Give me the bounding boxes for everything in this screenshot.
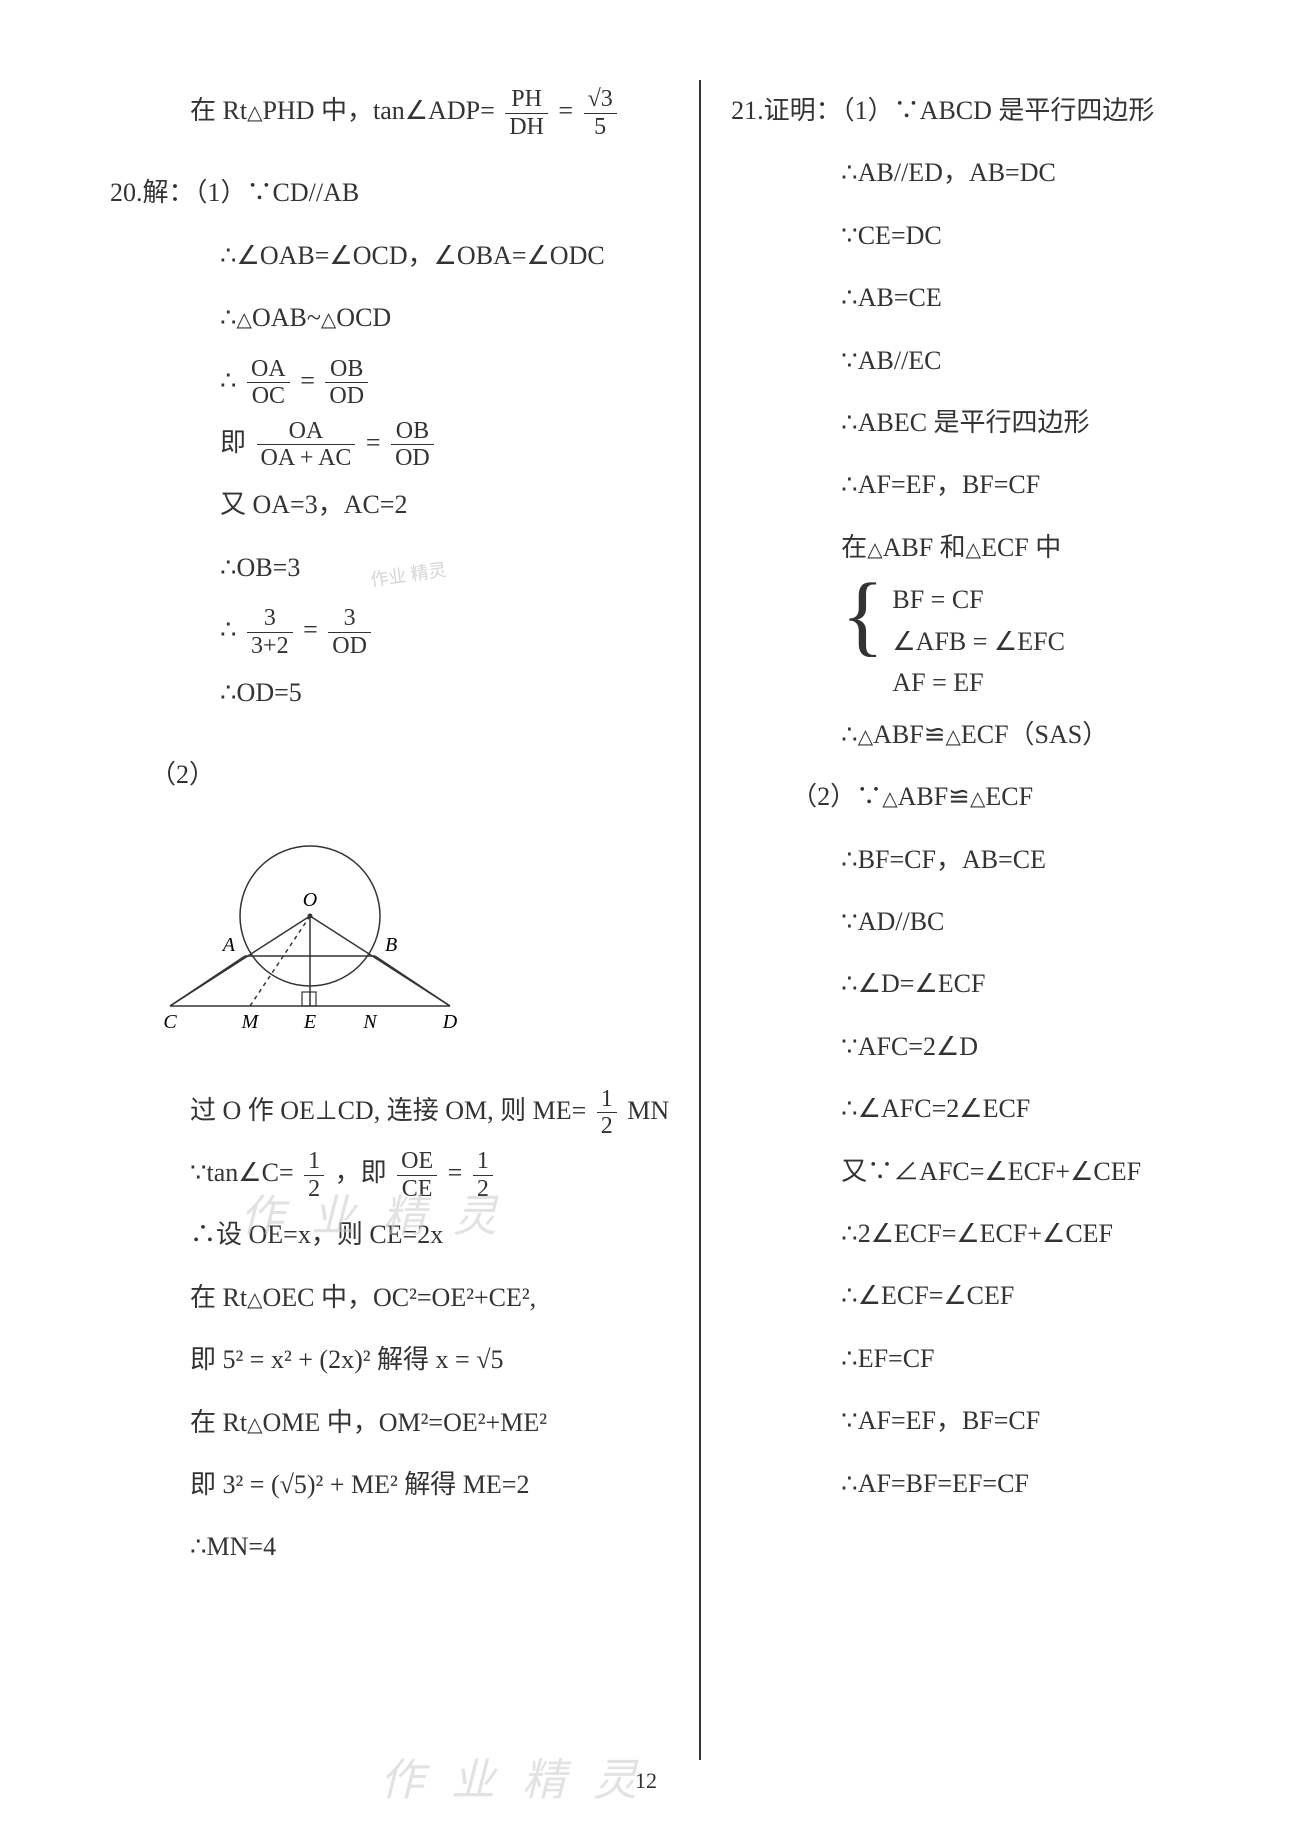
line-20b-7: 即 3² = (√5)² + ME² 解得 ME=2 <box>110 1454 669 1516</box>
r17: ∴∠ECF=∠CEF <box>731 1265 1190 1327</box>
line-20-angles: ∴∠OAB=∠OCD，∠OBA=∠ODC <box>110 225 669 287</box>
line-20-ratio3: ∴ 33+2 = 3OD <box>110 599 669 661</box>
r5: ∵AB//EC <box>731 330 1190 392</box>
cases-block: { BF = CF ∠AFB = ∠EFC AF = EF <box>731 579 1190 704</box>
r2: ∴AB//ED，AB=DC <box>731 142 1190 204</box>
line-20-od: ∴OD=5 <box>110 662 669 724</box>
label-O: O <box>303 889 317 911</box>
label-D: D <box>442 1011 458 1033</box>
r10: ∴BF=CF，AB=CE <box>731 829 1190 891</box>
line-20b-1: 过 O 作 OE⊥CD, 连接 OM, 则 ME= 12 MN <box>110 1080 669 1142</box>
label-A: A <box>221 934 236 956</box>
line-20b-5: 即 5² = x² + (2x)² 解得 x = √5 <box>110 1329 669 1391</box>
sub-2: （2） <box>110 744 669 806</box>
r7: ∴AF=EF，BF=CF <box>731 454 1190 516</box>
watermark-text-1: 作 业 精 灵 <box>240 1180 505 1244</box>
line-20b-4: 在 Rt△OEC 中，OC²=OE²+CE², <box>110 1267 669 1329</box>
r14: ∴∠AFC=2∠ECF <box>731 1078 1190 1140</box>
page: 在 Rt△PHD 中，tan∠ADP= PHDH = √35 20.解：（1）∵… <box>90 80 1210 1760</box>
label-E: E <box>303 1011 316 1033</box>
left-column: 在 Rt△PHD 中，tan∠ADP= PHDH = √35 20.解：（1）∵… <box>90 80 699 1760</box>
line-21-head: 21.证明：（1）∵ABCD 是平行四边形 <box>731 80 1190 142</box>
r4: ∴AB=CE <box>731 267 1190 329</box>
page-number: 12 <box>635 1768 657 1794</box>
label-M: M <box>241 1011 260 1033</box>
line-20-ratio1: ∴ OAOC = OBOD <box>110 350 669 412</box>
label-B: B <box>385 934 397 956</box>
line-20-ratio2: 即 OAOA + AC = OBOD <box>110 412 669 474</box>
line-20b-8: ∴MN=4 <box>110 1516 669 1578</box>
r9: ∴△ABF≌△ECF（SAS） <box>731 704 1190 766</box>
line-20-similar: ∴△OAB~△OCD <box>110 287 669 349</box>
r6: ∴ABEC 是平行四边形 <box>731 392 1190 454</box>
r13: ∵AFC=2∠D <box>731 1016 1190 1078</box>
r3: ∵CE=DC <box>731 205 1190 267</box>
r12: ∴∠D=∠ECF <box>731 953 1190 1015</box>
brace-icon: { <box>841 575 884 700</box>
r18: ∴EF=CF <box>731 1328 1190 1390</box>
line-19-tan: 在 Rt△PHD 中，tan∠ADP= PHDH = √35 <box>110 80 669 142</box>
r15: 又∵∠AFC=∠ECF+∠CEF <box>731 1141 1190 1203</box>
r16: ∴2∠ECF=∠ECF+∠CEF <box>731 1203 1190 1265</box>
line-20b-6: 在 Rt△OME 中，OM²=OE²+ME² <box>110 1392 669 1454</box>
line-20-head: 20.解：（1）∵CD//AB <box>110 162 669 224</box>
r20: ∴AF=BF=EF=CF <box>731 1453 1190 1515</box>
watermark-text-2: 作 业 精 灵 <box>380 1744 645 1808</box>
label-N: N <box>362 1011 378 1033</box>
right-column: 21.证明：（1）∵ABCD 是平行四边形 ∴AB//ED，AB=DC ∵CE=… <box>701 80 1210 1760</box>
sub2-head: （2）∵△ABF≌△ECF <box>731 766 1190 828</box>
geometry-diagram: O A B C M E N D <box>150 816 470 1046</box>
r11: ∵AD//BC <box>731 891 1190 953</box>
r19: ∵AF=EF，BF=CF <box>731 1390 1190 1452</box>
line-20-given: 又 OA=3，AC=2 <box>110 474 669 536</box>
label-C: C <box>163 1011 177 1033</box>
r8: 在△ABF 和△ECF 中 <box>731 517 1190 579</box>
